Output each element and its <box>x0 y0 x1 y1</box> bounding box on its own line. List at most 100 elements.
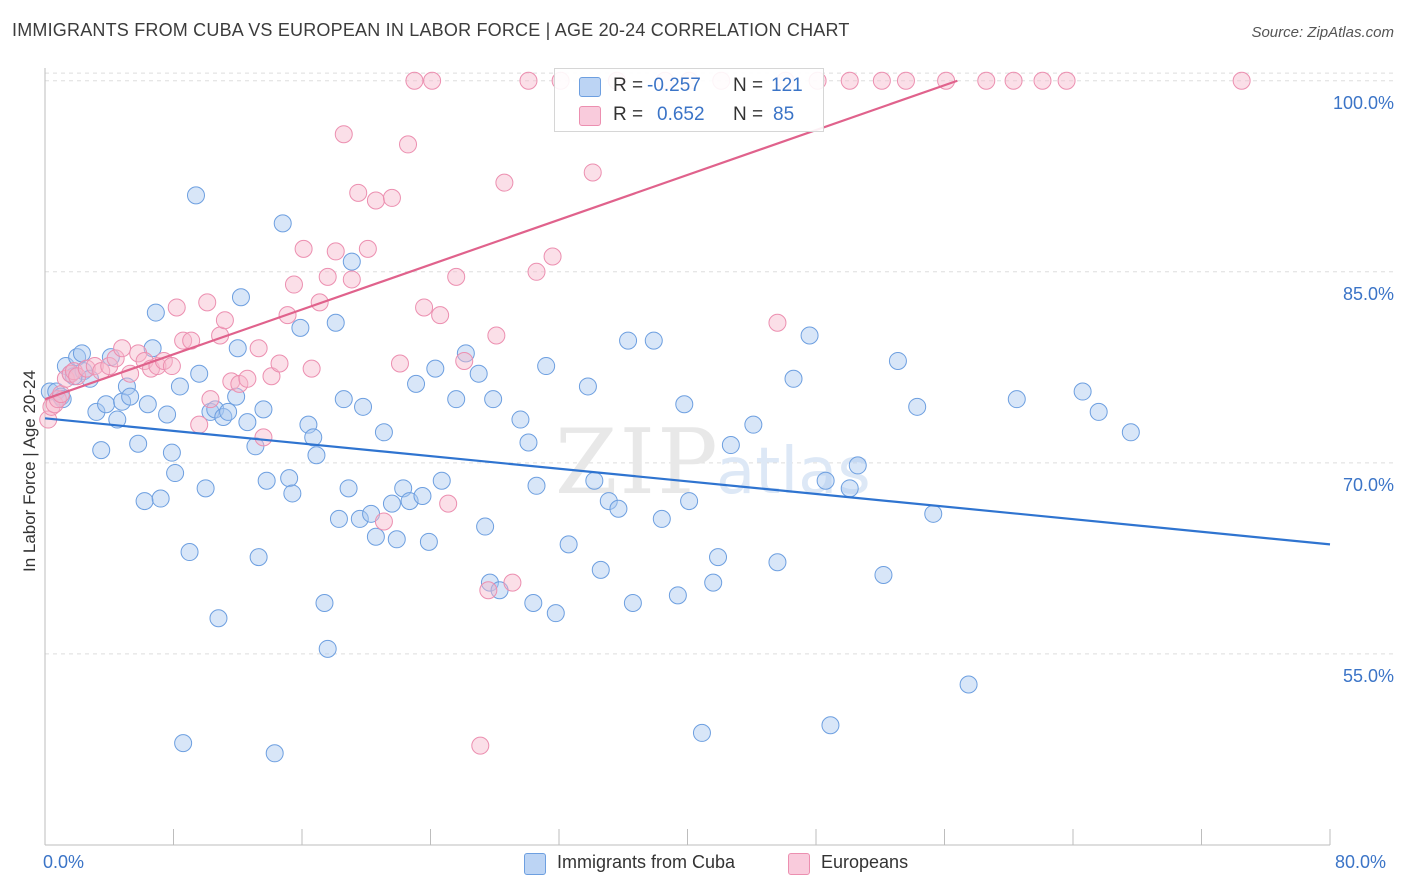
europeans-point <box>583 163 602 182</box>
europeans-point <box>358 239 377 258</box>
cuba-point <box>840 479 859 498</box>
europeans-point <box>100 357 119 376</box>
europeans-point <box>872 71 891 90</box>
europeans-point <box>366 191 385 210</box>
cuba-point <box>537 357 556 376</box>
europeans-point <box>113 339 132 358</box>
cuba-point <box>848 456 867 475</box>
europeans-point <box>129 344 148 363</box>
legend-europeans-label: Europeans <box>821 852 909 872</box>
svg-text:ZIP: ZIP <box>555 410 720 515</box>
cuba-point <box>186 186 205 205</box>
cuba-point <box>469 364 488 383</box>
cuba-point <box>456 344 475 363</box>
europeans-point <box>519 71 538 90</box>
europeans-point <box>447 267 466 286</box>
cuba-point <box>334 390 353 409</box>
europeans-point <box>423 71 442 90</box>
cuba-points <box>40 186 1140 763</box>
x-tick-max: 80.0% <box>1335 852 1387 872</box>
cuba-point <box>97 395 116 414</box>
stat-n-label: N = <box>733 75 764 96</box>
europeans-point <box>503 573 522 592</box>
cuba-point <box>257 471 276 490</box>
x-tick-min: 0.0% <box>43 852 85 872</box>
cuba-point <box>524 593 543 612</box>
y-tick-label: 55.0% <box>1342 665 1394 686</box>
cuba-point <box>318 639 337 658</box>
stat-r-label: R = <box>613 75 644 96</box>
cuba-point <box>609 499 628 518</box>
cuba-trend-line <box>44 417 1331 546</box>
cuba-point <box>419 532 438 551</box>
cuba-point <box>291 318 310 337</box>
cuba-point <box>484 390 503 409</box>
europeans-swatch-icon <box>579 106 601 126</box>
data-points <box>39 71 1251 763</box>
cuba-point <box>329 509 348 528</box>
cuba-point <box>249 548 268 567</box>
europeans-point <box>382 188 401 207</box>
europeans-point <box>374 512 393 531</box>
cuba-point <box>238 413 257 432</box>
y-tick-label: 100.0% <box>1332 92 1394 113</box>
cuba-point <box>180 543 199 562</box>
cuba-point <box>135 492 154 511</box>
cuba-point <box>744 415 763 434</box>
europeans-point <box>1004 71 1023 90</box>
stat-n-value: 85 <box>773 104 795 125</box>
cuba-point <box>307 446 326 465</box>
europeans-point <box>495 173 514 192</box>
cuba-point <box>196 479 215 498</box>
europeans-point <box>48 390 67 409</box>
europeans-point <box>479 581 498 600</box>
legend-cuba-label: Immigrants from Cuba <box>557 852 736 872</box>
cuba-point <box>675 395 694 414</box>
europeans-point <box>238 369 257 388</box>
cuba-point <box>162 443 181 462</box>
cuba-point <box>619 331 638 350</box>
stat-n-value: 121 <box>771 75 803 96</box>
europeans-point <box>162 357 181 376</box>
cuba-point <box>519 433 538 452</box>
cuba-point <box>480 573 499 592</box>
europeans-point <box>249 339 268 358</box>
cuba-point <box>527 476 546 495</box>
europeans-point <box>349 183 368 202</box>
europeans-point <box>471 736 490 755</box>
cuba-point <box>591 560 610 579</box>
y-tick-label: 85.0% <box>1342 283 1394 304</box>
cuba-point <box>214 408 233 427</box>
cuba-point <box>92 441 111 460</box>
cuba-point <box>342 252 361 271</box>
y-tick-label: 70.0% <box>1342 474 1394 495</box>
cuba-point <box>959 675 978 694</box>
europeans-point <box>167 298 186 317</box>
cuba-point <box>559 535 578 554</box>
cuba-point <box>108 410 127 429</box>
legend-europeans-swatch-icon <box>788 853 810 875</box>
europeans-point <box>190 415 209 434</box>
europeans-point <box>270 354 289 373</box>
cuba-point <box>1073 382 1092 401</box>
cuba-point <box>721 436 740 455</box>
cuba-point <box>908 397 927 416</box>
cuba-point <box>1007 390 1026 409</box>
europeans-point <box>527 262 546 281</box>
cuba-point <box>432 471 451 490</box>
cuba-point <box>190 364 209 383</box>
cuba-point <box>407 374 426 393</box>
europeans-point <box>294 239 313 258</box>
cuba-point <box>366 527 385 546</box>
legend-cuba-swatch-icon <box>524 853 546 875</box>
cuba-point <box>784 369 803 388</box>
cuba-point <box>888 351 907 370</box>
cuba-point <box>146 303 165 322</box>
cuba-point <box>374 423 393 442</box>
europeans-point <box>1232 71 1251 90</box>
cuba-point <box>511 410 530 429</box>
cuba-point <box>350 509 369 528</box>
europeans-point <box>439 494 458 513</box>
europeans-point <box>68 367 87 386</box>
